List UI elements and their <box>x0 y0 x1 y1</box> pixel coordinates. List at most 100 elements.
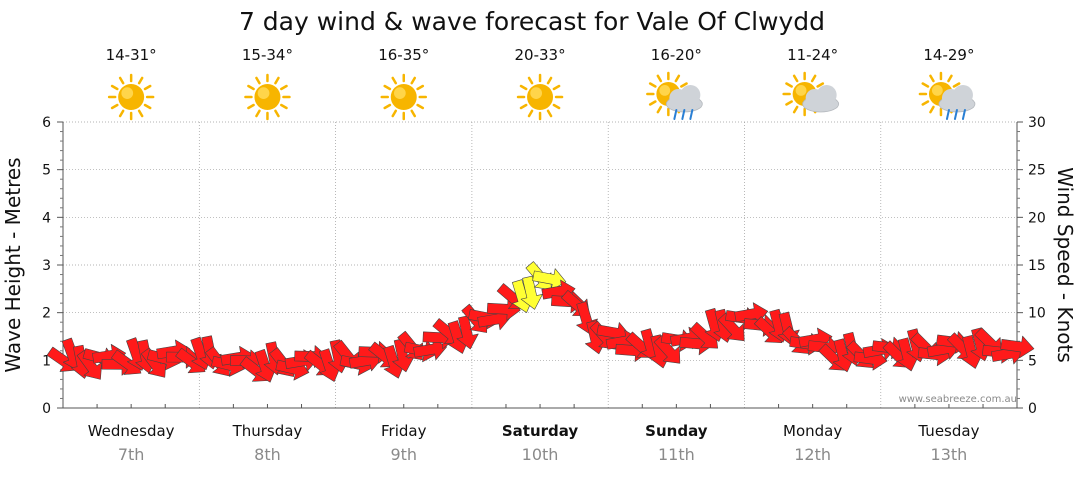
wind-arrow <box>653 335 681 364</box>
day-date-label: 7th <box>118 445 145 464</box>
cloud-shape <box>665 85 703 113</box>
y-tick-label-right: 25 <box>1028 163 1046 179</box>
sun-ray <box>674 74 681 83</box>
rain-drop <box>953 109 958 120</box>
sun-highlight <box>394 87 406 99</box>
sun-ray <box>247 84 255 91</box>
sun-ray <box>552 84 561 91</box>
day-date-label: 9th <box>390 445 417 464</box>
temperature-label: 16-20° <box>651 46 702 64</box>
sun-icon <box>516 73 564 121</box>
temperature-label: 15-34° <box>242 46 293 64</box>
sun-ray <box>274 109 280 118</box>
sun-ray <box>118 109 125 118</box>
sun-ray <box>410 109 416 118</box>
sun-ray <box>410 76 416 85</box>
sun-ray <box>792 74 799 83</box>
sun-ray <box>656 74 663 83</box>
sun-ray <box>527 76 534 85</box>
day-date-label: 11th <box>658 445 695 464</box>
wind-arrow-shape <box>717 312 745 342</box>
cloud-shape <box>802 85 840 113</box>
day-date-label: 10th <box>522 445 559 464</box>
sun-ray <box>383 84 392 91</box>
y-axis-label-right: Wind Speed - Knots <box>1053 167 1077 363</box>
sun-ray <box>247 103 255 110</box>
rain-drop <box>961 109 966 120</box>
sun-ray <box>648 100 657 106</box>
sun-highlight <box>931 85 943 96</box>
sun-ray <box>648 82 657 88</box>
wind-arrow-shape <box>520 275 543 310</box>
sun-ray <box>383 103 392 110</box>
rain-drop <box>945 109 950 120</box>
wind-arrow-shape <box>392 338 415 373</box>
wind-arrow <box>456 315 479 350</box>
cloud-shape <box>938 85 976 113</box>
sun-ray <box>929 105 935 114</box>
sun-ray <box>921 82 930 88</box>
wind-arrow <box>520 275 543 310</box>
cloud-puff <box>680 85 701 105</box>
wind-arrow-shape <box>456 315 479 350</box>
sun-ray <box>391 109 397 118</box>
sun-highlight <box>795 85 807 96</box>
sun-ray <box>416 84 425 91</box>
sun-ray <box>680 82 688 88</box>
day-date-label: 12th <box>794 445 831 464</box>
y-tick-label-left: 2 <box>42 306 51 322</box>
y-tick-label-left: 0 <box>42 401 51 417</box>
temperature-label: 11-24° <box>787 46 838 64</box>
sun-ray <box>552 103 561 110</box>
y-tick-label-right: 30 <box>1028 115 1046 131</box>
sun-ray <box>143 103 152 110</box>
sun-ray <box>527 109 534 118</box>
wind-arrow <box>413 337 448 361</box>
sun-ray <box>947 74 953 83</box>
sun-ray <box>929 74 935 83</box>
sun-icon <box>244 73 291 121</box>
sun-icon <box>380 73 427 121</box>
sun-highlight <box>530 87 543 99</box>
y-tick-label-left: 1 <box>42 353 51 369</box>
sun-ray <box>952 82 961 88</box>
temperature-label: 16-35° <box>378 46 429 64</box>
day-labels: Wednesday 7th Thursday 8th Friday 9th Saturday… <box>88 422 980 464</box>
sun-ray <box>656 105 663 114</box>
sun-ray <box>391 76 397 85</box>
wind-arrows <box>46 261 1035 383</box>
day-date-label: 13th <box>931 445 968 464</box>
sun-icon <box>107 73 155 121</box>
y-tick-label-right: 5 <box>1028 353 1037 369</box>
wind-arrow <box>392 338 415 373</box>
y-tick-label-left: 6 <box>42 115 51 131</box>
temperature-label: 14-29° <box>923 46 974 64</box>
rain-drop <box>689 109 694 120</box>
sun-ray <box>785 82 793 88</box>
y-tick-label-right: 0 <box>1028 401 1037 417</box>
wind-arrow-shape <box>653 335 681 364</box>
cloud-puff <box>952 85 973 105</box>
sun-ray <box>280 103 288 110</box>
sun-highlight <box>121 87 134 99</box>
sun-ray <box>255 76 261 85</box>
y-tick-label-left: 5 <box>42 163 51 179</box>
day-name-label: Thursday <box>232 422 303 440</box>
sun-ray <box>280 84 288 91</box>
sun-ray <box>110 84 119 91</box>
weather-icons: 14-31° 15-34° 16-35° 20-33° 16-20° 11-24° 14-2… <box>106 46 976 121</box>
day-name-label: Monday <box>783 422 842 440</box>
sun-highlight <box>257 87 270 99</box>
sun-ray <box>816 82 825 88</box>
sun-ray <box>810 74 817 83</box>
sun-cloud-rain-icon <box>918 71 976 120</box>
y-tick-label-left: 4 <box>42 210 51 226</box>
sun-cloud-rain-icon <box>646 71 703 120</box>
day-name-label: Tuesday <box>917 422 979 440</box>
sun-ray <box>785 100 793 106</box>
sun-ray <box>255 109 261 118</box>
cloud-puff <box>816 85 837 105</box>
chart-title: 7 day wind & wave forecast for Vale Of C… <box>239 7 825 36</box>
wind-arrow <box>717 312 745 342</box>
